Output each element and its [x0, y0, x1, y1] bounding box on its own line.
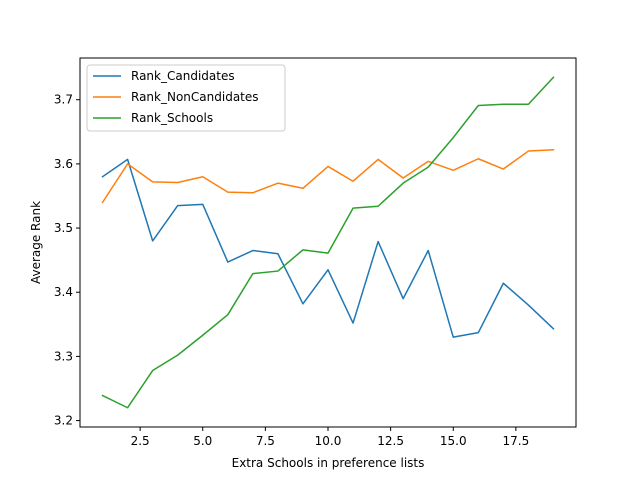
legend: Rank_Candidates Rank_NonCandidates Rank_Sc…	[86, 64, 286, 132]
series-line-rank-candidates	[101, 158, 555, 338]
legend-label: Rank_Schools	[131, 111, 213, 125]
y-tick-label: 3.6	[54, 157, 73, 171]
x-tick-label: 12.5	[377, 434, 404, 448]
y-tick-label: 3.5	[54, 221, 73, 235]
x-axis-label: Extra Schools in preference lists	[232, 456, 425, 470]
y-tick-label: 3.4	[54, 285, 73, 299]
x-tick-label: 10.0	[315, 434, 342, 448]
series-line-rank-noncandidates	[101, 148, 555, 204]
y-tick-label: 3.7	[54, 93, 73, 107]
series-line-rank-schools	[101, 76, 555, 409]
y-tick-label: 3.3	[54, 349, 73, 363]
plot-area	[101, 76, 555, 409]
y-axis-label: Average Rank	[29, 201, 43, 284]
x-tick-label: 7.5	[256, 434, 275, 448]
y-tick-label: 3.2	[54, 414, 73, 428]
y-axis: 3.2 3.3 3.4 3.5 3.6 3.7	[54, 93, 80, 428]
x-axis: 2.5 5.0 7.5 10.0 12.5 15.0 17.5	[131, 427, 530, 448]
legend-label: Rank_Candidates	[131, 69, 235, 83]
legend-box	[86, 64, 286, 132]
x-tick-label: 2.5	[131, 434, 150, 448]
legend-label: Rank_NonCandidates	[131, 90, 259, 104]
x-tick-label: 15.0	[440, 434, 467, 448]
x-tick-label: 17.5	[503, 434, 530, 448]
x-tick-label: 5.0	[193, 434, 212, 448]
